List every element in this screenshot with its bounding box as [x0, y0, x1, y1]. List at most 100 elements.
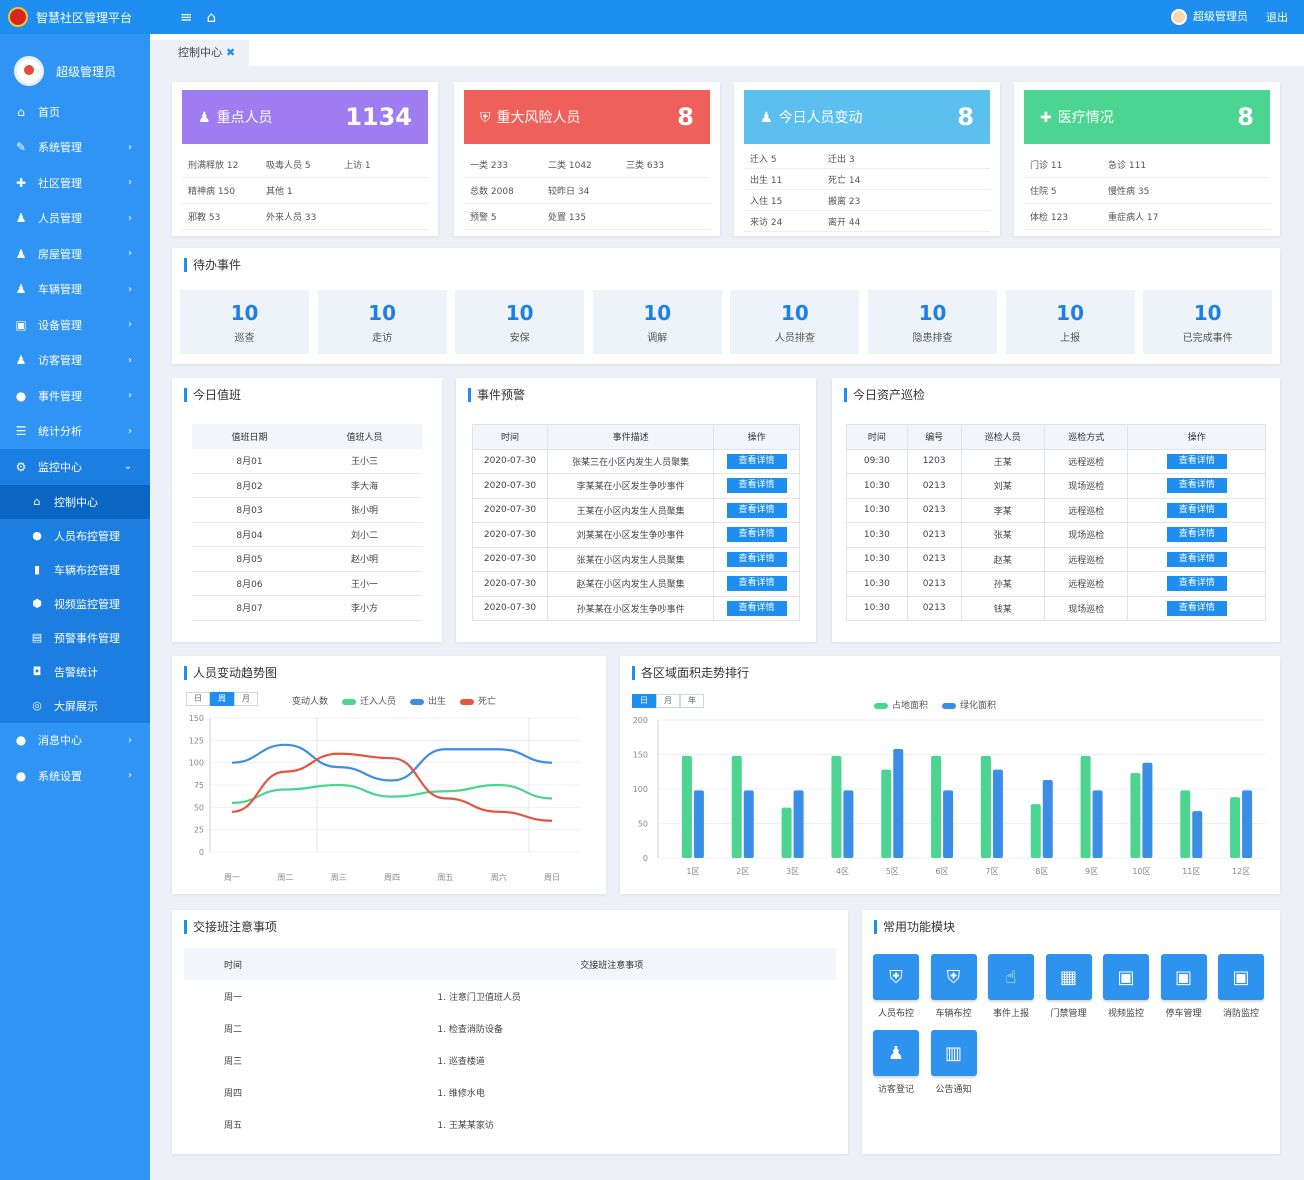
y-tick-label: 100 [633, 785, 648, 794]
sidebar-item-label: 监控中心 [38, 460, 82, 474]
kpi-header: ⛨ 重大风险人员 8 [464, 90, 710, 144]
x-tick-label: 周三 [331, 873, 347, 882]
kpi-card: ♟ 今日人员变动 8 迁入 5 迁出 3 出生 11 死亡 14 入住 15 搬离 23 来访 2… [734, 82, 1000, 236]
table-cell: 8月07 [192, 595, 307, 621]
user-name: 超级管理员 [1193, 10, 1248, 23]
todo-item[interactable]: 10 巡查 [180, 290, 309, 354]
tab-2[interactable]: 月 [234, 692, 258, 706]
sidebar-subitem-5[interactable]: ◘ 告警统计 [0, 655, 150, 689]
tab-control-center[interactable]: 控制中心 ✖ [150, 40, 250, 66]
todo-item[interactable]: 10 调解 [592, 290, 722, 354]
series-line-0 [231, 783, 553, 804]
close-icon[interactable]: ✖ [226, 46, 236, 59]
kpi-stat: 精神病 150 [188, 187, 236, 197]
todo-item[interactable]: 10 人员排查 [730, 290, 860, 354]
table-cell: 查看详情 [713, 448, 800, 474]
todo-count: 10 [368, 300, 397, 325]
y-tick-label: 50 [638, 820, 648, 829]
module-tile[interactable]: ☝ 事件上报 [987, 954, 1035, 1019]
sidebar-item-monitor-center[interactable]: ⚙ 监控中心 ⌄ [0, 449, 150, 485]
sidebar-subitem-2[interactable]: ▮ 车辆布控管理 [0, 553, 150, 587]
todo-item[interactable]: 10 已完成事件 [1143, 290, 1273, 354]
view-details-button[interactable]: 查看详情 [1166, 527, 1227, 543]
view-details-button[interactable]: 查看详情 [1166, 576, 1227, 592]
menu-toggle-icon[interactable]: ≡ [180, 8, 193, 26]
kpi-stat: 门诊 11 [1030, 161, 1063, 171]
bar-0 [881, 769, 892, 858]
todo-item[interactable]: 10 走访 [317, 290, 447, 354]
kpi-stat-row: 总数 2008 较昨日 34 [464, 178, 710, 204]
logout-button[interactable]: 退出 [1266, 10, 1288, 24]
line-chart: 0 25 50 75 100 125 150 周一 周二 周三 周四 周五 周六 周日 [189, 714, 580, 882]
module-tile[interactable]: ▥ 公告通知 [930, 1030, 978, 1095]
todo-count: 10 [230, 300, 259, 325]
kpi-value: 8 [1237, 103, 1254, 131]
sidebar-subitem-1[interactable]: ● 人员布控管理 [0, 519, 150, 553]
sidebar-subitem-6[interactable]: ◎ 大屏展示 [0, 689, 150, 723]
sidebar-item-items_before-7[interactable]: ♟ 访客管理 › [0, 343, 150, 379]
module-tile[interactable]: ⛨ 车辆布控 [930, 954, 978, 1019]
view-details-button[interactable]: 查看详情 [726, 453, 787, 469]
sidebar-item-items_before-2[interactable]: ✚ 社区管理 › [0, 165, 150, 201]
view-details-button[interactable]: 查看详情 [1166, 600, 1227, 616]
todo-label: 人员排查 [774, 332, 815, 344]
todo-item[interactable]: 10 安保 [455, 290, 585, 354]
view-details-button[interactable]: 查看详情 [726, 478, 787, 494]
kpi-stat: 预警 5 [470, 213, 497, 223]
view-details-button[interactable]: 查看详情 [1166, 502, 1227, 518]
view-details-button[interactable]: 查看详情 [1166, 453, 1227, 469]
todo-item[interactable]: 10 隐患排查 [868, 290, 997, 354]
sidebar-subitem-3[interactable]: ⬢ 视频监控管理 [0, 587, 150, 621]
module-tile[interactable]: ▣ 消防监控 [1217, 954, 1265, 1019]
sidebar-item-items_after-1[interactable]: ● 系统设置 › [0, 758, 150, 794]
panel-title: 各区域面积走势排行 [632, 666, 749, 680]
kpi-stat: 迁入 5 [750, 154, 777, 165]
view-details-button[interactable]: 查看详情 [1166, 478, 1227, 494]
table-cell: 远程巡检 [1044, 546, 1129, 572]
module-tile[interactable]: ♟ 访客登记 [872, 1030, 920, 1095]
kpi-stat: 较昨日 34 [548, 187, 590, 197]
tab-1[interactable]: 月 [656, 694, 680, 708]
panel-title: 待办事件 [184, 258, 241, 272]
sidebar-item-items_before-5[interactable]: ♟ 车辆管理 › [0, 272, 150, 308]
sidebar-subitem-4[interactable]: ▤ 预警事件管理 [0, 621, 150, 655]
table-cell: 张某在小区内发生人员聚集 [547, 546, 715, 572]
table-cell: 查看详情 [1127, 571, 1266, 597]
view-details-button[interactable]: 查看详情 [726, 576, 787, 592]
todo-item[interactable]: 10 上报 [1005, 290, 1135, 354]
view-details-button[interactable]: 查看详情 [726, 527, 787, 543]
sidebar-item-items_before-6[interactable]: ▣ 设备管理 › [0, 307, 150, 343]
kpi-stat: 离开 44 [828, 217, 861, 228]
module-tile[interactable]: ▦ 门禁管理 [1045, 954, 1093, 1019]
tab-1[interactable]: 周 [210, 692, 234, 706]
view-details-button[interactable]: 查看详情 [726, 600, 787, 616]
sidebar-item-items_before-1[interactable]: ✎ 系统管理 › [0, 130, 150, 166]
sidebar-item-items_before-3[interactable]: ♟ 人员管理 › [0, 201, 150, 237]
table-cell: 王小三 [307, 448, 422, 474]
module-tile[interactable]: ▣ 停车管理 [1160, 954, 1208, 1019]
user-menu[interactable]: 超级管理员 [1171, 8, 1248, 25]
view-details-button[interactable]: 查看详情 [726, 551, 787, 567]
bar-1 [1242, 790, 1253, 858]
sidebar-item-items_before-0[interactable]: ⌂ 首页 [0, 94, 150, 130]
module-tile[interactable]: ▣ 视频监控 [1102, 954, 1150, 1019]
home-icon[interactable]: ⌂ [206, 8, 217, 26]
kpi-stat: 搬离 23 [828, 196, 861, 207]
sidebar-item-items_before-4[interactable]: ♟ 房屋管理 › [0, 236, 150, 272]
sidebar-item-items_before-8[interactable]: ● 事件管理 › [0, 378, 150, 414]
sidebar-item-items_after-0[interactable]: ● 消息中心 › [0, 723, 150, 759]
sidebar-subitem-0[interactable]: ⌂ 控制中心 [0, 484, 150, 519]
view-details-button[interactable]: 查看详情 [726, 502, 787, 518]
asset-panel: 今日资产巡检 时间 编号 巡检人员 巡检方式 操作 09:30 1203 王某 远程巡检 查看详情… [832, 378, 1280, 642]
kpi-stat-row: 精神病 150 其他 1 [182, 178, 428, 204]
tab-0[interactable]: 日 [186, 692, 210, 706]
kpi-stat: 来访 24 [750, 217, 783, 228]
chevron-right-icon: › [128, 319, 132, 331]
tab-0[interactable]: 日 [632, 694, 656, 708]
module-tile[interactable]: ⛨ 人员布控 [872, 954, 920, 1019]
avatar [1171, 9, 1187, 25]
tab-2[interactable]: 年 [680, 694, 704, 708]
view-details-button[interactable]: 查看详情 [1166, 551, 1227, 567]
sidebar-item-label: 车辆管理 [38, 283, 82, 297]
sidebar-item-items_before-9[interactable]: ☰ 统计分析 › [0, 414, 150, 450]
